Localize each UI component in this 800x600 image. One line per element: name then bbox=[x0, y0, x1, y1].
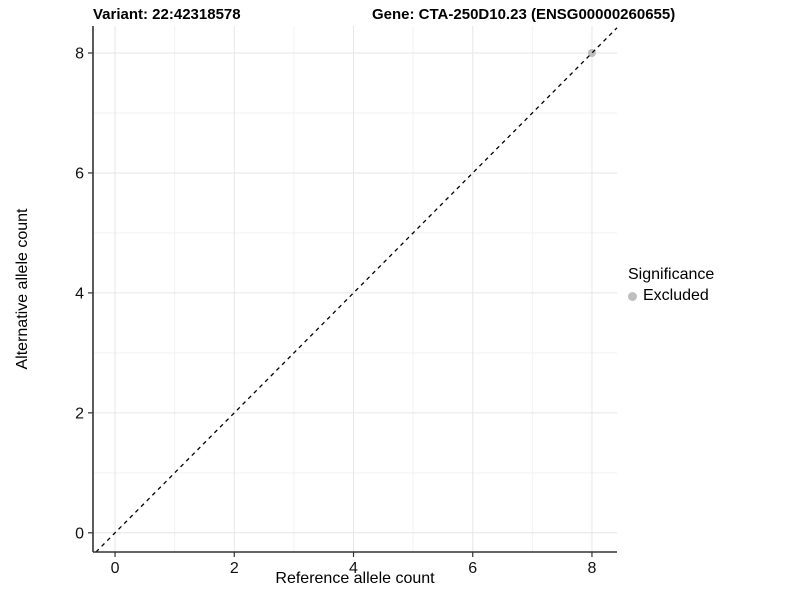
plot-title-variant: Variant: 22:42318578 bbox=[93, 6, 241, 23]
x-axis-label: Reference allele count bbox=[275, 570, 435, 587]
y-tick-label: 8 bbox=[75, 45, 84, 62]
y-tick-label: 2 bbox=[75, 405, 84, 422]
legend-point-icon bbox=[628, 291, 637, 301]
legend: Significance Excluded bbox=[628, 266, 714, 305]
y-tick-label: 0 bbox=[75, 525, 84, 542]
x-tick-label: 6 bbox=[468, 560, 477, 577]
y-tick-label: 6 bbox=[75, 165, 84, 182]
x-tick-label: 2 bbox=[230, 560, 239, 577]
legend-item-label: Excluded bbox=[643, 287, 709, 304]
legend-item-excluded: Excluded bbox=[628, 287, 714, 305]
legend-title: Significance bbox=[628, 266, 715, 283]
y-tick-label: 4 bbox=[75, 285, 84, 302]
plot-title-gene: Gene: CTA-250D10.23 (ENSG00000260655) bbox=[372, 6, 676, 23]
x-tick-label: 8 bbox=[588, 560, 597, 577]
identity-dashed-line bbox=[95, 27, 618, 553]
x-tick-label: 4 bbox=[349, 560, 358, 577]
x-tick-label: 0 bbox=[111, 560, 120, 577]
y-axis-label: Alternative allele count bbox=[14, 208, 31, 370]
